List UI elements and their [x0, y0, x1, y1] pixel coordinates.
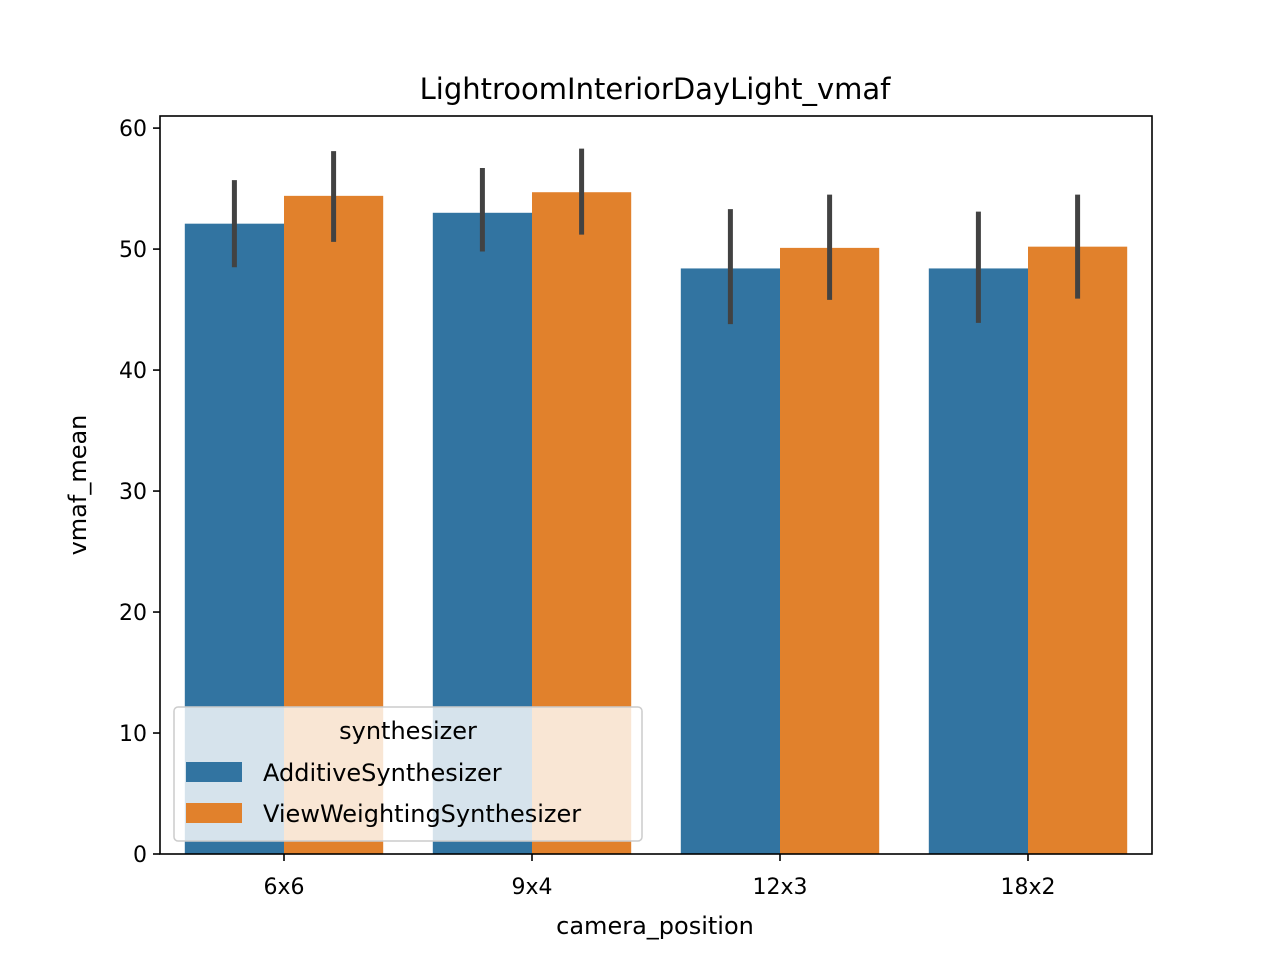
y-axis-label: vmaf_mean: [64, 415, 92, 556]
y-tick-label: 10: [119, 722, 147, 747]
y-tick-label: 60: [119, 117, 147, 142]
y-tick-label: 50: [119, 238, 147, 263]
x-tick-label: 6x6: [263, 875, 304, 900]
x-tick-label: 12x3: [752, 875, 807, 900]
x-tick-label: 9x4: [511, 875, 552, 900]
legend-title: synthesizer: [339, 717, 477, 745]
bar-18x2-0: [928, 268, 1028, 854]
legend-frame: [173, 706, 643, 842]
legend-swatch-additive: [186, 762, 242, 782]
chart-title: LightroomInteriorDayLight_vmaf: [420, 72, 892, 106]
bar-12x3-0: [680, 268, 780, 854]
x-axis-label: camera_position: [556, 912, 754, 940]
legend-label-viewweighting: ViewWeightingSynthesizer: [263, 800, 581, 828]
y-tick-label: 20: [119, 601, 147, 626]
bar-18x2-1: [1028, 246, 1128, 854]
x-tick-label: 18x2: [1000, 875, 1055, 900]
y-tick-label: 40: [119, 359, 147, 384]
legend-swatch-viewweighting: [186, 803, 242, 823]
plot-frame: [159, 115, 1153, 855]
y-tick-label: 30: [119, 480, 147, 505]
legend: synthesizer AdditiveSynthesizer ViewWeig…: [173, 706, 643, 842]
legend-label-additive: AdditiveSynthesizer: [263, 759, 502, 787]
bars-layer: [184, 192, 1128, 855]
error-bars-layer: [231, 148, 1081, 325]
y-tick-label: 0: [133, 843, 147, 868]
bar-12x3-1: [780, 247, 880, 854]
axes-layer: 0 10 20 30 40 50 60 6x6 9x4 12x3 18x2: [119, 115, 1153, 900]
